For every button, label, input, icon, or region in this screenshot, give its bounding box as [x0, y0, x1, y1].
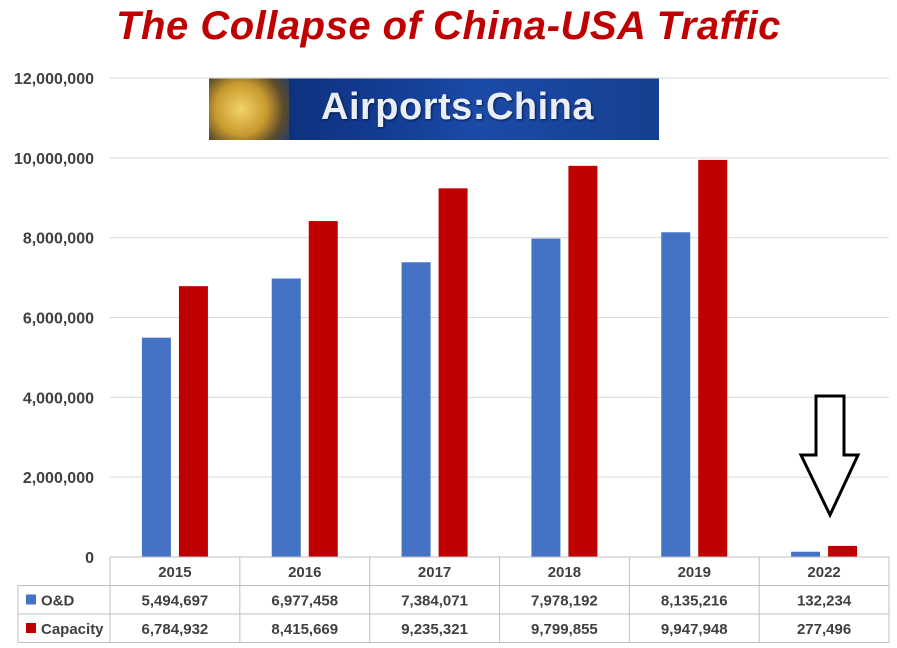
bar-od-2015	[141, 337, 171, 557]
bar-od-2018	[531, 238, 561, 557]
dragon-icon	[209, 78, 289, 140]
legend-swatch	[26, 594, 36, 605]
legend-label: O&D	[41, 593, 75, 610]
data-label: 9,235,321	[401, 621, 468, 638]
y-tick-label: 12,000,000	[14, 71, 94, 88]
x-tick-label: 2018	[548, 564, 581, 581]
bar-od-2022	[791, 551, 821, 557]
data-label: 5,494,697	[142, 593, 209, 610]
x-tick-label: 2017	[418, 564, 451, 581]
legend-swatch	[26, 623, 36, 633]
x-tick-label: 2015	[158, 564, 191, 581]
data-label: 7,978,192	[531, 593, 598, 610]
y-tick-label: 10,000,000	[14, 151, 94, 168]
bar-capacity-2022	[828, 545, 858, 557]
data-label: 8,135,216	[661, 593, 728, 610]
data-label: 9,947,948	[661, 621, 728, 638]
gridlines	[110, 77, 889, 478]
data-label: 8,415,669	[271, 621, 338, 638]
x-tick-label: 2022	[807, 564, 840, 581]
logo-text: Airports:China	[321, 86, 594, 128]
bar-capacity-2015	[178, 286, 208, 557]
x-tick-label: 2019	[678, 564, 711, 581]
y-tick-label: 4,000,000	[23, 390, 94, 407]
y-tick-label: 6,000,000	[23, 311, 94, 328]
data-label: 6,784,932	[142, 621, 209, 638]
y-tick-label: 0	[85, 550, 94, 567]
data-label: 9,799,855	[531, 621, 598, 638]
chart-title: The Collapse of China-USA Traffic	[116, 4, 781, 48]
bar-od-2019	[661, 232, 691, 557]
data-label: 277,496	[797, 621, 851, 638]
bar-od-2016	[271, 278, 301, 557]
bar-capacity-2017	[438, 188, 468, 558]
legend-label: Capacity	[41, 621, 104, 638]
data-table: 2015 2016 2017 2018 2019 2022 O&D 5,494,697 6,97…	[17, 556, 890, 643]
bar-capacity-2019	[698, 159, 728, 557]
y-tick-label: 2,000,000	[23, 470, 94, 487]
bars	[141, 159, 858, 558]
bar-capacity-2018	[568, 165, 598, 557]
y-axis: 0 2,000,000 4,000,000 6,000,000 8,000,000 10,…	[14, 71, 94, 567]
data-label: 6,977,458	[271, 593, 338, 610]
down-arrow-shape	[798, 394, 861, 519]
bar-capacity-2016	[308, 221, 338, 558]
airports-china-logo: Airports:China	[209, 78, 659, 140]
bar-od-2017	[401, 262, 431, 557]
y-tick-label: 8,000,000	[23, 231, 94, 248]
data-label: 7,384,071	[401, 593, 468, 610]
down-arrow-icon	[798, 394, 861, 519]
x-tick-label: 2016	[288, 564, 321, 581]
data-label: 132,234	[797, 593, 852, 610]
